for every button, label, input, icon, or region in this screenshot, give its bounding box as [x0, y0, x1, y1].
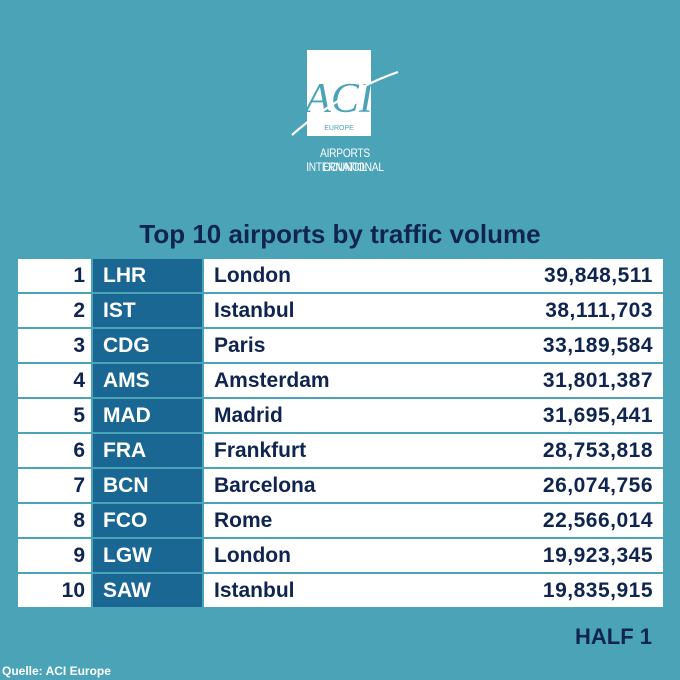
table-row: 9 LGW London 19,923,345: [18, 539, 663, 572]
table-row: 5 MAD Madrid 31,695,441: [18, 399, 663, 432]
logo-box: [307, 50, 371, 136]
city-cell: Barcelona: [204, 469, 424, 502]
logo-sub-text: EUROPE: [324, 125, 354, 132]
city-cell: Rome: [204, 504, 424, 537]
city-cell: London: [204, 539, 424, 572]
code-cell: LGW: [93, 539, 202, 572]
table-row: 1 LHR London 39,848,511: [18, 259, 663, 292]
rank-cell: 2: [18, 294, 91, 327]
logo-line-1: AIRPORTS COUNCIL: [320, 146, 370, 174]
city-cell: Amsterdam: [204, 364, 424, 397]
rank-cell: 5: [18, 399, 91, 432]
table-row: 2 IST Istanbul 38,111,703: [18, 294, 663, 327]
table-row: 4 AMS Amsterdam 31,801,387: [18, 364, 663, 397]
airport-table: 1 LHR London 39,848,511 2 IST Istanbul 38,111,7…: [18, 259, 663, 609]
value-cell: 28,753,818: [424, 434, 663, 467]
page-title: Top 10 airports by traffic volume: [139, 219, 541, 249]
aci-logo: ACI EUROPE AIRPORTS COUNCIL INTERNATIONA…: [290, 50, 400, 178]
logo-line-2: INTERNATIONAL: [306, 160, 384, 174]
city-cell: Frankfurt: [204, 434, 424, 467]
value-cell: 33,189,584: [424, 329, 663, 362]
rank-cell: 9: [18, 539, 91, 572]
code-cell: SAW: [93, 574, 202, 607]
value-cell: 26,074,756: [424, 469, 663, 502]
rank-cell: 6: [18, 434, 91, 467]
source-note: Quelle: ACI Europe: [2, 664, 111, 678]
table-row: 6 FRA Frankfurt 28,753,818: [18, 434, 663, 467]
table-row: 3 CDG Paris 33,189,584: [18, 329, 663, 362]
table-row: 10 SAW Istanbul 19,835,915: [18, 574, 663, 607]
city-cell: Madrid: [204, 399, 424, 432]
code-cell: IST: [93, 294, 202, 327]
city-cell: Istanbul: [204, 294, 424, 327]
code-cell: CDG: [93, 329, 202, 362]
table-row: 7 BCN Barcelona 26,074,756: [18, 469, 663, 502]
code-cell: AMS: [93, 364, 202, 397]
logo-mark-text: ACI: [302, 76, 375, 122]
value-cell: 19,923,345: [424, 539, 663, 572]
rank-cell: 3: [18, 329, 91, 362]
city-cell: Istanbul: [204, 574, 424, 607]
period-label: HALF 1: [575, 624, 652, 649]
table-row: 8 FCO Rome 22,566,014: [18, 504, 663, 537]
rank-cell: 1: [18, 259, 91, 292]
value-cell: 22,566,014: [424, 504, 663, 537]
value-cell: 19,835,915: [424, 574, 663, 607]
rank-cell: 7: [18, 469, 91, 502]
rank-cell: 8: [18, 504, 91, 537]
code-cell: MAD: [93, 399, 202, 432]
code-cell: LHR: [93, 259, 202, 292]
code-cell: BCN: [93, 469, 202, 502]
value-cell: 39,848,511: [424, 259, 663, 292]
rank-cell: 10: [18, 574, 91, 607]
city-cell: London: [204, 259, 424, 292]
code-cell: FRA: [93, 434, 202, 467]
aci-logo-mark: ACI EUROPE: [291, 70, 399, 136]
city-cell: Paris: [204, 329, 424, 362]
value-cell: 38,111,703: [424, 294, 663, 327]
value-cell: 31,695,441: [424, 399, 663, 432]
value-cell: 31,801,387: [424, 364, 663, 397]
rank-cell: 4: [18, 364, 91, 397]
code-cell: FCO: [93, 504, 202, 537]
